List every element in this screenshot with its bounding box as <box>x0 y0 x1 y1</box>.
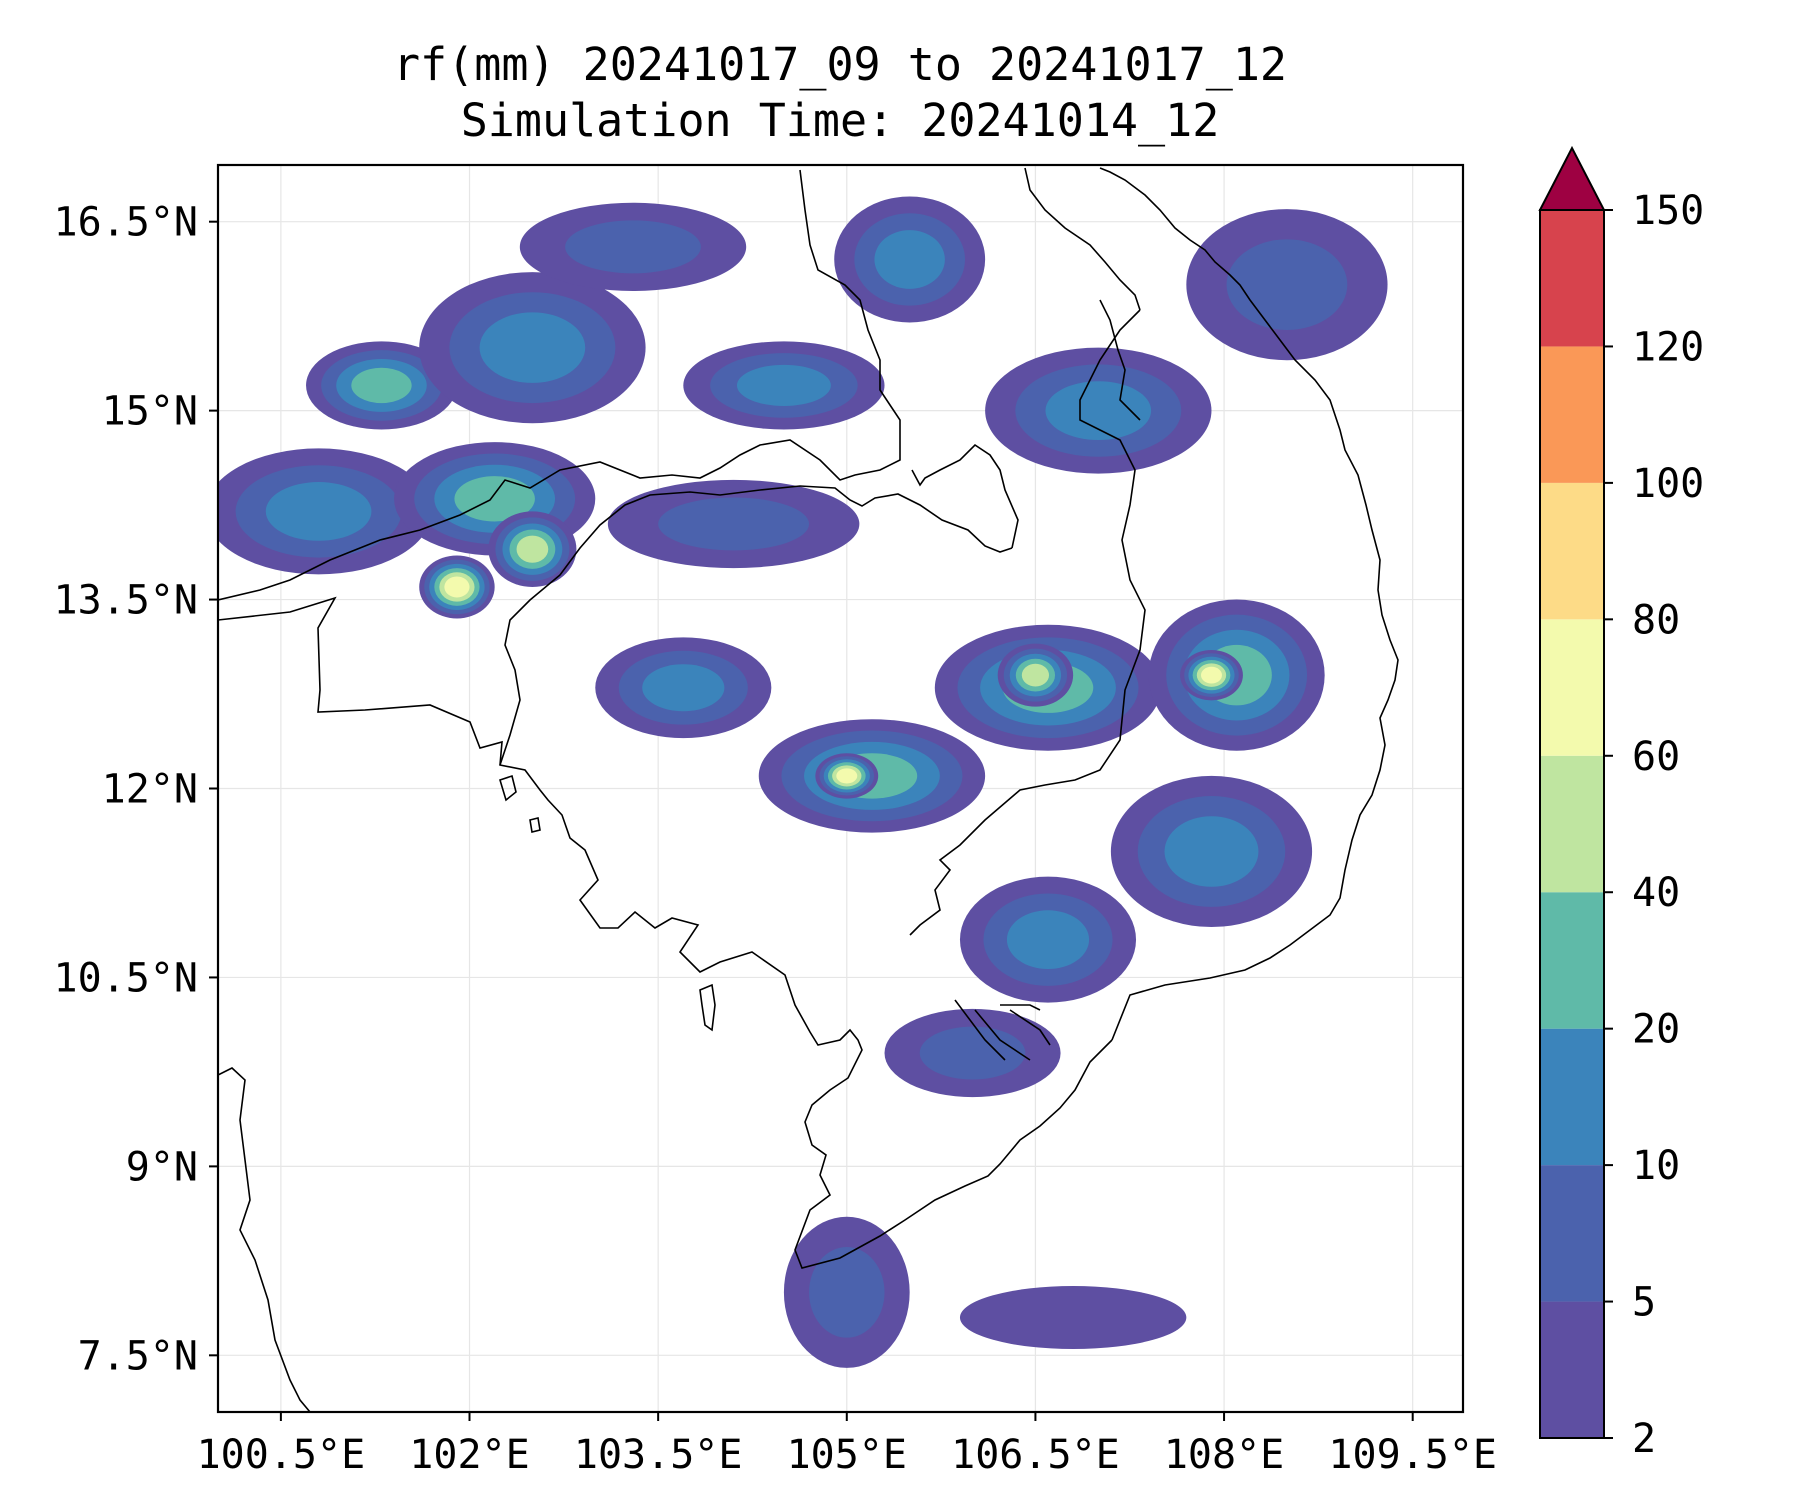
y-tick-label-0: 16.5°N <box>54 200 199 246</box>
colorbar-label-0: 2 <box>1632 1416 1656 1462</box>
rain-area-22-band-1 <box>1226 239 1348 331</box>
x-axis: 100.5°E 102°E 103.5°E 105°E 106.5°E 108°E 109.… <box>197 1412 1497 1478</box>
colorbar-segment-0 <box>1540 1301 1604 1438</box>
x-tick-label-1: 102°E <box>409 1432 529 1478</box>
map-plot-area <box>216 163 1465 1414</box>
rain-area-14-band-4 <box>1021 663 1050 687</box>
colorbar-segment-2 <box>1540 1028 1604 1166</box>
y-tick-label-3: 12°N <box>102 767 198 813</box>
y-tick-label-6: 7.5°N <box>78 1333 198 1379</box>
rain-area-12-band-5 <box>836 768 858 784</box>
rain-area-20-band-1 <box>919 1026 1026 1080</box>
colorbar-segment-7 <box>1540 346 1604 483</box>
y-axis: 16.5°N 15°N 13.5°N 12°N 10.5°N 9°N 7.5°N <box>54 200 218 1379</box>
rain-area-23-band-0 <box>959 1286 1187 1350</box>
colorbar-segment-5 <box>1540 619 1604 756</box>
rain-area-21-band-1 <box>809 1246 885 1338</box>
laos-cambodia-vietnam-border <box>909 309 1146 936</box>
colorbar-segment-4 <box>1540 755 1604 893</box>
y-tick-label-1: 15°N <box>102 389 198 435</box>
colorbar-segment-8 <box>1540 210 1604 347</box>
phu-quoc-island <box>699 983 716 1032</box>
x-tick-label-3: 105°E <box>787 1432 907 1478</box>
rain-area-18-band-2 <box>1164 816 1259 887</box>
mekong-delta-arms <box>954 999 1051 1061</box>
rain-area-17-band-5 <box>1201 666 1222 684</box>
chart-title: rf(mm) 20241017_09 to 20241017_12 <box>393 38 1287 91</box>
colorbar-extend-arrow <box>1538 145 1606 211</box>
colorbar: 2 5 10 20 40 60 80 100 120 150 <box>1538 145 1704 1462</box>
rain-area-1-band-2 <box>265 481 372 541</box>
x-tick-label-2: 103.5°E <box>574 1432 743 1478</box>
y-tick-label-5: 9°N <box>126 1144 198 1190</box>
x-tick-label-6: 109.5°E <box>1328 1432 1497 1478</box>
coastlines-borders <box>218 167 1399 1412</box>
colorbar-label-2: 10 <box>1632 1143 1680 1189</box>
y-tick-label-2: 13.5°N <box>54 578 199 624</box>
colorbar-label-7: 100 <box>1632 461 1704 507</box>
rain-area-7-band-2 <box>736 364 831 407</box>
colorbar-segment-3 <box>1540 892 1604 1029</box>
colorbar-label-8: 120 <box>1632 324 1704 370</box>
rain-area-9-band-1 <box>658 497 810 551</box>
rain-area-4-band-5 <box>444 576 470 598</box>
colorbar-label-3: 20 <box>1632 1007 1680 1053</box>
x-tick-label-4: 106.5°E <box>951 1432 1120 1478</box>
gulf-of-thailand-coastline <box>218 596 1113 1269</box>
laos-border <box>218 169 901 601</box>
koh-kong-islands <box>499 774 541 833</box>
rain-area-15-band-2 <box>1045 381 1152 441</box>
rain-area-6-band-1 <box>565 220 701 274</box>
rainfall-contours <box>218 196 1388 1368</box>
y-tick-label-4: 10.5°N <box>54 955 199 1001</box>
malay-peninsula-coast <box>218 1067 311 1412</box>
colorbar-segment-1 <box>1540 1165 1604 1302</box>
x-tick-label-5: 108°E <box>1164 1432 1284 1478</box>
chart-subtitle: Simulation Time: 20241014_12 <box>461 94 1220 147</box>
colorbar-label-9: 150 <box>1632 188 1704 234</box>
rain-area-5-band-2 <box>479 312 586 383</box>
thailand-cambodia-border <box>499 485 1013 766</box>
rain-area-3-band-4 <box>516 535 549 563</box>
vietnam-laos-north-border <box>1024 167 1141 421</box>
colorbar-label-5: 60 <box>1632 734 1680 780</box>
x-tick-label-0: 100.5°E <box>197 1432 366 1478</box>
colorbar-label-1: 5 <box>1632 1280 1656 1326</box>
rain-area-19-band-2 <box>1006 910 1090 970</box>
colorbar-label-4: 40 <box>1632 870 1680 916</box>
colorbar-frame <box>1539 209 1605 1439</box>
vietnam-east-coastline <box>1099 167 1399 1041</box>
rain-area-8-band-2 <box>874 230 945 289</box>
rain-area-0-band-3 <box>351 367 412 404</box>
rain-area-10-band-2 <box>642 664 725 712</box>
colorbar-label-6: 80 <box>1632 597 1680 643</box>
colorbar-segment-6 <box>1540 482 1604 620</box>
rain-area-2-band-3 <box>454 476 535 522</box>
